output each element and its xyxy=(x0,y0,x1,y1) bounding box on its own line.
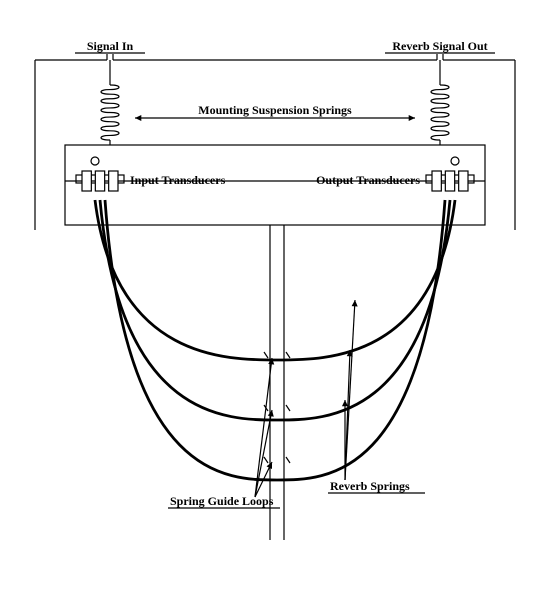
label-output-transducers: Output Transducers xyxy=(316,173,420,187)
label-signal-in: Signal In xyxy=(87,39,134,53)
diagram-canvas xyxy=(0,0,550,600)
label-input-transducers: Input Transducers xyxy=(130,173,226,187)
label-mounting-springs: Mounting Suspension Springs xyxy=(198,103,352,117)
output-transducer xyxy=(426,171,474,191)
label-reverb-springs: Reverb Springs xyxy=(330,479,410,493)
label-signal-out: Reverb Signal Out xyxy=(392,39,487,53)
label-spring-guide-loops: Spring Guide Loops xyxy=(170,494,274,508)
input-transducer xyxy=(76,171,124,191)
